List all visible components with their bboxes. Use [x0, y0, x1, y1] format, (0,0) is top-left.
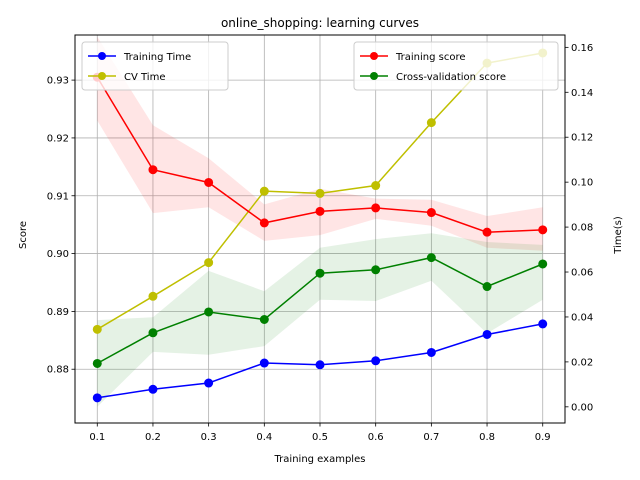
x-tick-label: 0.2	[145, 432, 161, 443]
data-point	[426, 347, 436, 357]
y-axis-left: 0.88 0.89 0.90 0.91 0.92 0.93	[47, 76, 75, 376]
x-axis-label: Training examples	[274, 454, 366, 465]
data-point	[92, 393, 102, 403]
data-point	[426, 253, 436, 263]
x-axis: 0.1 0.2 0.3 0.4 0.5 0.6 0.7 0.8 0.9	[89, 423, 551, 443]
y-axis-right: 0.00 0.02 0.04 0.06 0.08 0.10 0.12 0.14 0.16	[565, 43, 593, 413]
legend-label: Training Time	[123, 52, 191, 63]
data-point	[92, 324, 102, 334]
y-tick-label-left: 0.88	[47, 365, 69, 376]
confidence-bands	[97, 36, 543, 407]
y-tick-label-left: 0.92	[47, 133, 69, 144]
confidence-band	[97, 233, 543, 407]
data-point	[204, 378, 214, 388]
y-tick-label-right: 0.14	[571, 88, 593, 99]
legend-marker	[98, 52, 106, 60]
data-point	[315, 188, 325, 198]
data-point	[426, 118, 436, 128]
data-point	[538, 259, 548, 269]
x-tick-label: 0.3	[201, 432, 217, 443]
x-tick-label: 0.6	[368, 432, 384, 443]
legend-label: Training score	[395, 52, 466, 63]
y-tick-label-right: 0.02	[571, 357, 593, 368]
data-point	[426, 208, 436, 218]
data-point	[148, 165, 158, 175]
y-tick-label-right: 0.10	[571, 178, 593, 189]
legend-label: Cross-validation score	[396, 72, 506, 83]
data-point	[371, 203, 381, 213]
legend-box	[353, 41, 559, 91]
y-tick-label-right: 0.00	[571, 402, 593, 413]
y-tick-label-left: 0.89	[47, 307, 69, 318]
data-point	[148, 384, 158, 394]
data-point	[148, 291, 158, 301]
legend-marker	[370, 52, 378, 60]
data-point	[259, 218, 269, 228]
y-axis-label-right: Time(s)	[613, 216, 624, 255]
data-point	[259, 186, 269, 196]
legend-label: CV Time	[124, 72, 165, 83]
data-point	[538, 319, 548, 329]
x-tick-label: 0.7	[423, 432, 439, 443]
data-point	[204, 258, 214, 268]
x-tick-label: 0.8	[479, 432, 495, 443]
y-tick-label-right: 0.12	[571, 133, 593, 144]
legend-top-left: Training Time CV Time	[81, 41, 229, 91]
confidence-band	[97, 36, 543, 251]
data-point	[482, 282, 492, 292]
data-point	[92, 358, 102, 368]
x-tick-label: 0.4	[256, 432, 272, 443]
data-point	[259, 314, 269, 324]
data-point	[371, 265, 381, 275]
data-point	[259, 358, 269, 368]
data-point	[204, 177, 214, 187]
y-tick-label-right: 0.04	[571, 312, 593, 323]
y-tick-label-right: 0.06	[571, 268, 593, 279]
x-tick-label: 0.5	[312, 432, 328, 443]
data-point	[204, 307, 214, 317]
y-axis-label-left: Score	[18, 221, 29, 249]
data-point	[538, 225, 548, 235]
x-tick-label: 0.9	[535, 432, 551, 443]
y-tick-label-left: 0.93	[47, 76, 69, 87]
data-point	[371, 356, 381, 366]
data-point	[482, 329, 492, 339]
data-point	[148, 328, 158, 338]
legend-box	[81, 41, 229, 91]
y-tick-label-right: 0.08	[571, 223, 593, 234]
y-tick-label-left: 0.91	[47, 191, 69, 202]
data-point	[315, 360, 325, 370]
y-tick-label-left: 0.90	[47, 249, 69, 260]
data-point	[315, 268, 325, 278]
chart-title: online_shopping: learning curves	[221, 16, 419, 30]
data-point	[371, 181, 381, 191]
legend-marker	[98, 72, 106, 80]
series-lines	[92, 48, 548, 403]
x-tick-label: 0.1	[89, 432, 105, 443]
data-point	[482, 227, 492, 237]
y-tick-label-right: 0.16	[571, 43, 593, 54]
legend-marker	[370, 72, 378, 80]
legend-top-right: Training score Cross-validation score	[353, 41, 559, 91]
plot-area	[74, 34, 566, 424]
data-point	[315, 206, 325, 216]
